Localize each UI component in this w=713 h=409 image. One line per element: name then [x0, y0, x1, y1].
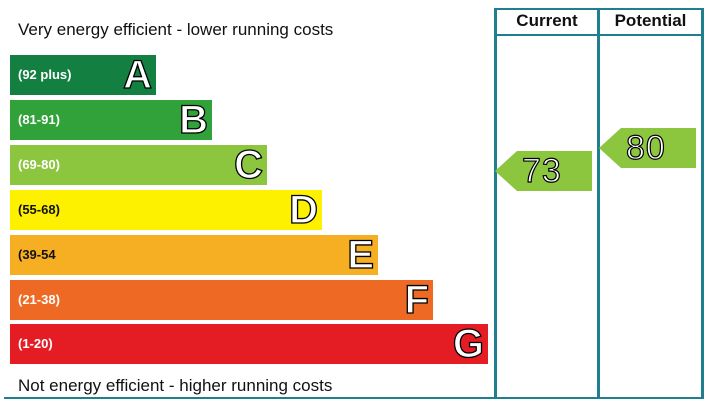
band-e-range: (39-54 — [18, 247, 56, 262]
band-b-letter: B — [178, 98, 208, 142]
band-d-letter: D — [288, 188, 318, 232]
top-caption: Very energy efficient - lower running co… — [18, 20, 334, 39]
band-a-letter: A — [122, 53, 152, 97]
current-arrow-polygon — [495, 151, 592, 191]
current-column-right-line — [597, 8, 600, 399]
potential-arrow-shape — [599, 128, 696, 168]
band-d-bar: (55-68) D — [10, 188, 322, 232]
frame-bottom-line — [4, 397, 704, 399]
band-b-range: (81-91) — [18, 112, 60, 127]
band-e-letter: E — [347, 233, 375, 277]
band-g-bar: (1-20) G — [10, 322, 488, 366]
current-column-header: Current — [516, 11, 578, 30]
band-a-bar: (92 plus) A — [10, 53, 156, 97]
band-c-bar: (69-80) C — [10, 143, 267, 187]
band-g-letter: G — [452, 322, 484, 366]
potential-arrow-polygon — [599, 128, 696, 168]
potential-rating-arrow: 80 — [599, 128, 696, 168]
current-rating-value: 73 — [521, 151, 562, 190]
potential-column-header: Potential — [614, 11, 687, 30]
current-arrow-shape — [495, 151, 592, 191]
band-f-bar: (21-38) F — [10, 278, 433, 322]
band-f-range: (21-38) — [18, 292, 60, 307]
potential-rating-value: 80 — [625, 128, 666, 167]
band-e-bar: (39-54 E — [10, 233, 378, 277]
bottom-caption: Not energy efficient - higher running co… — [18, 376, 333, 395]
band-c-letter: C — [233, 143, 263, 187]
band-f-letter: F — [404, 278, 430, 322]
band-a-range: (92 plus) — [18, 67, 72, 82]
band-c-range: (69-80) — [18, 157, 60, 172]
current-column-left-line — [494, 8, 497, 399]
potential-column-right-line — [701, 8, 704, 399]
current-rating-arrow: 73 — [495, 151, 592, 191]
band-g-range: (1-20) — [18, 336, 53, 351]
band-b-bar: (81-91) B — [10, 98, 212, 142]
band-d-range: (55-68) — [18, 202, 60, 217]
